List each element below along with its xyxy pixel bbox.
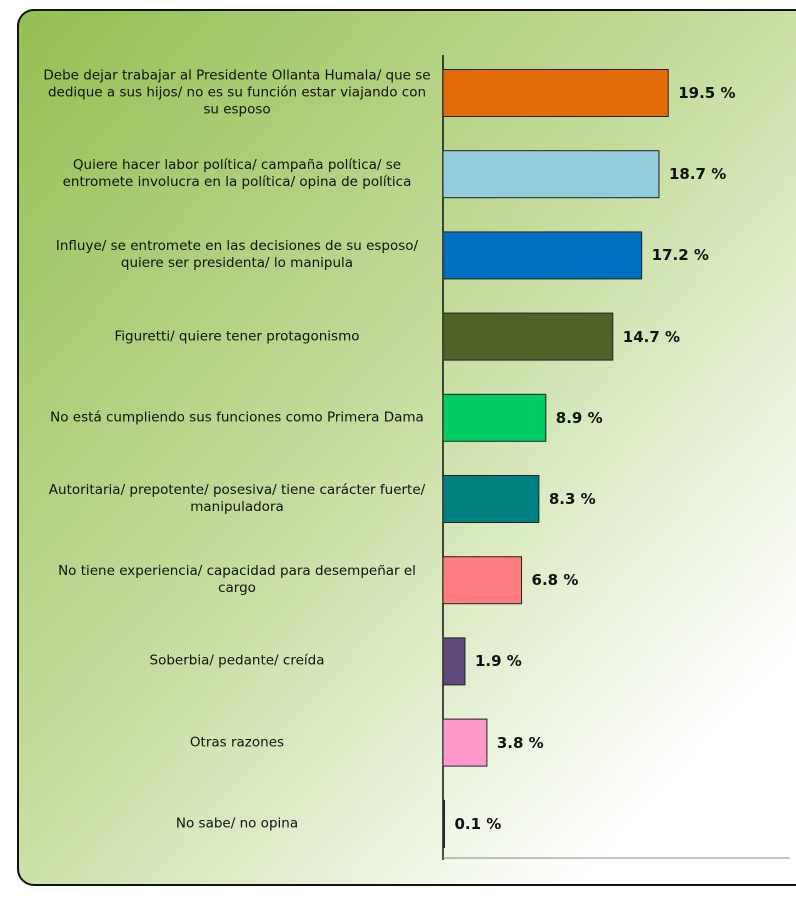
category-label: Autoritaria/ prepotente/ posesiva/ tiene…	[48, 482, 426, 515]
bar	[442, 637, 466, 686]
value-label: 18.7 %	[668, 165, 727, 184]
value-label: 6.8 %	[531, 571, 579, 590]
value-label: 0.1 %	[454, 814, 502, 833]
category-label: No sabe/ no opina	[175, 815, 299, 832]
bar	[442, 312, 614, 361]
value-label: 1.9 %	[474, 652, 522, 671]
bar	[442, 718, 488, 767]
bar	[442, 231, 643, 280]
category-label: No está cumpliendo sus funciones como Pr…	[50, 409, 424, 426]
category-label: Soberbia/ pedante/ creída	[149, 652, 325, 669]
value-label: 8.9 %	[555, 408, 603, 427]
category-label: Figuretti/ quiere tener protagonismo	[114, 328, 360, 345]
value-label: 3.8 %	[496, 733, 544, 752]
bar	[442, 393, 547, 442]
category-label: Quiere hacer labor política/ campaña pol…	[62, 157, 412, 191]
value-label: 14.7 %	[622, 327, 681, 346]
bar	[442, 150, 660, 199]
frame	[17, 9, 796, 886]
bar	[442, 69, 669, 117]
bar	[442, 799, 445, 848]
value-label: 17.2 %	[651, 246, 709, 265]
category-label: Otras razones	[189, 734, 285, 751]
bar	[442, 475, 540, 523]
category-label: Influye/ se entromete en las decisiones …	[55, 238, 419, 272]
value-label: 19.5 %	[678, 84, 736, 102]
category-label: Debe dejar trabajar al Presidente Ollant…	[43, 67, 431, 118]
bar	[442, 556, 523, 605]
category-label: No tiene experiencia/ capacidad para des…	[58, 563, 416, 597]
value-label: 8.3 %	[548, 490, 596, 508]
